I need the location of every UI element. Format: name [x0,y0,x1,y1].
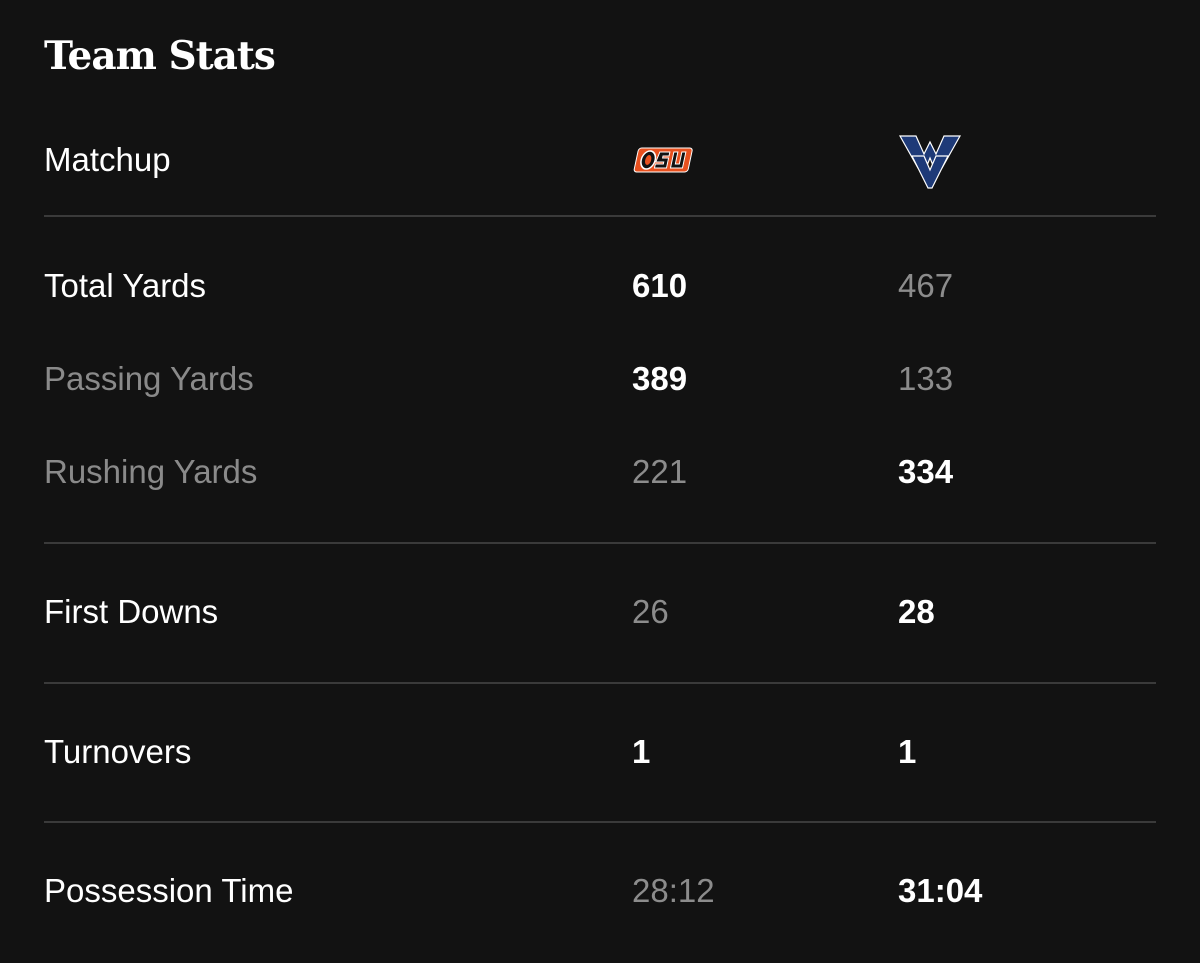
page-title: Team Stats [44,33,276,79]
matchup-row: Matchup [0,130,1200,190]
stat-row-turnovers: Turnovers 1 1 [0,722,1200,782]
matchup-label: Matchup [44,141,171,178]
osu-value: 221 [632,453,688,490]
stat-row-first-downs: First Downs 26 28 [0,582,1200,642]
stat-row-total-yards: Total Yards 610 467 [0,256,1200,316]
osu-value: 26 [632,593,669,630]
osu-value: 389 [632,360,688,397]
wvu-value: 334 [898,453,954,490]
osu-value: 28:12 [632,872,715,909]
stat-label: Turnovers [44,733,192,770]
stat-label: Possession Time [44,872,294,909]
divider [44,215,1156,217]
osu-logo-icon [633,147,693,173]
stat-label: Rushing Yards [44,453,258,490]
divider [44,542,1156,544]
stat-row-possession-time: Possession Time 28:12 31:04 [0,861,1200,921]
wvu-value: 1 [898,733,917,770]
osu-value: 610 [632,267,688,304]
wvu-value: 31:04 [898,872,983,909]
osu-value: 1 [632,733,651,770]
wvu-logo-icon [898,135,962,189]
wvu-value: 28 [898,593,935,630]
stat-label: Total Yards [44,267,207,304]
stat-row-passing-yards: Passing Yards 389 133 [0,349,1200,409]
divider [44,682,1156,684]
divider [44,821,1156,823]
stat-label: Passing Yards [44,360,254,397]
stat-label: First Downs [44,593,219,630]
stat-row-rushing-yards: Rushing Yards 221 334 [0,442,1200,502]
wvu-value: 467 [898,267,954,304]
wvu-value: 133 [898,360,954,397]
